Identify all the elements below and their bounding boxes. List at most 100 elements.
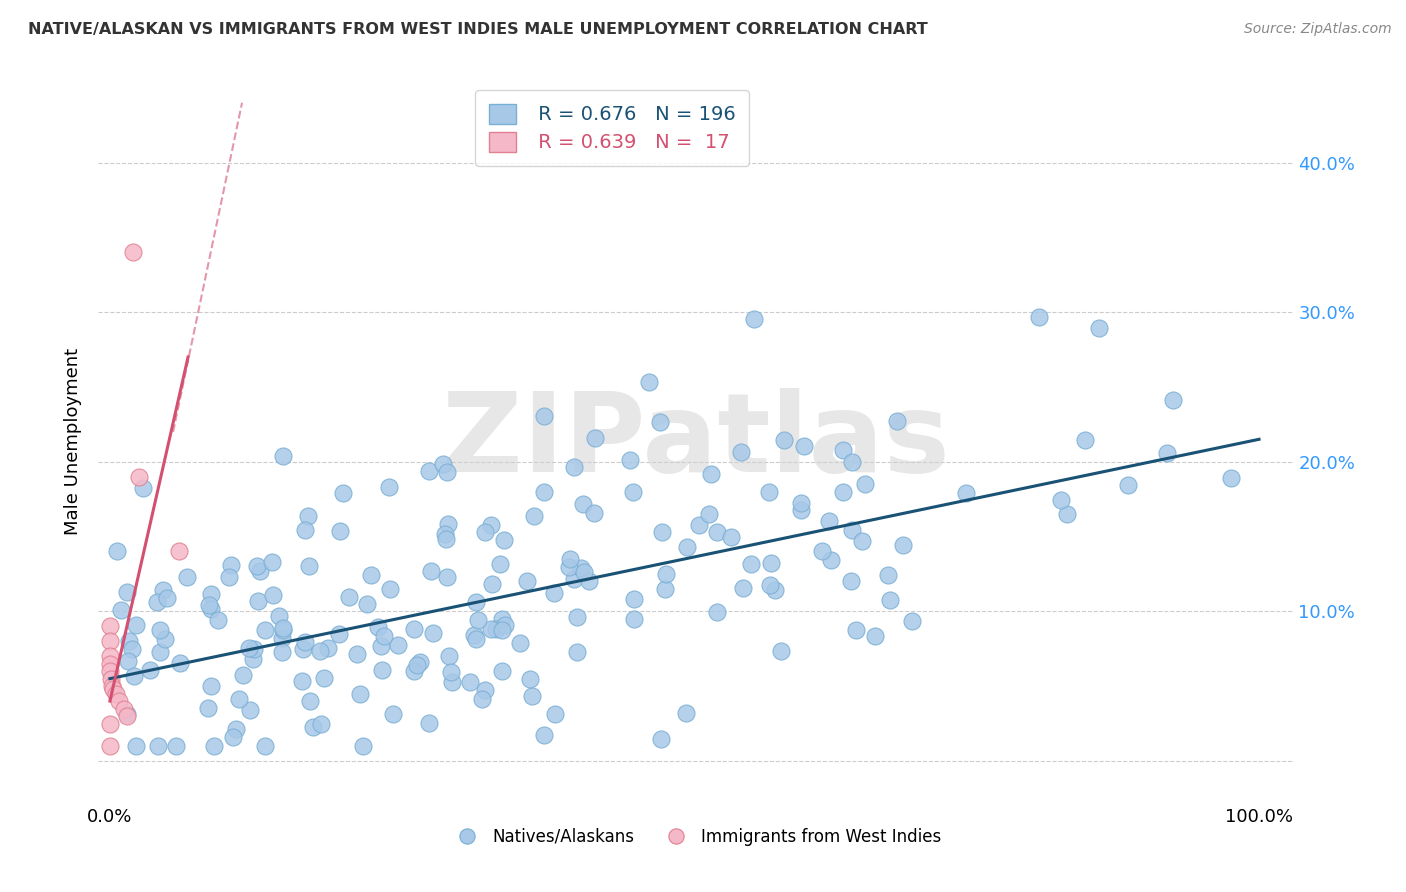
Text: Source: ZipAtlas.com: Source: ZipAtlas.com [1244,22,1392,37]
Point [474,524,496,539]
Point [207,613,229,627]
Point [1161,392,1184,407]
Point [146,739,169,753]
Point [1028,310,1050,325]
Point [232,667,254,681]
Point [1220,471,1243,485]
Point [98,664,121,678]
Point [621,484,644,499]
Point [433,527,456,541]
Point [436,570,458,584]
Point [153,632,176,646]
Point [406,658,429,673]
Point [202,739,225,753]
Point [720,530,742,544]
Point [328,627,350,641]
Point [651,525,673,540]
Point [434,532,457,546]
Point [200,587,222,601]
Point [638,375,661,389]
Point [132,481,155,495]
Point [200,601,222,615]
Point [121,641,143,656]
Point [851,534,873,549]
Point [312,672,335,686]
Point [117,654,139,668]
Point [465,595,488,609]
Point [238,641,260,656]
Point [247,594,270,608]
Point [583,431,606,445]
Text: ZIPatlas: ZIPatlas [441,388,950,495]
Point [128,469,150,483]
Point [863,629,886,643]
Point [793,439,815,453]
Point [100,672,122,686]
Text: NATIVE/ALASKAN VS IMMIGRANTS FROM WEST INDIES MALE UNEMPLOYMENT CORRELATION CHAR: NATIVE/ALASKAN VS IMMIGRANTS FROM WEST I… [28,22,928,37]
Point [267,608,290,623]
Point [122,245,145,260]
Point [440,665,463,679]
Point [409,655,432,669]
Point [377,480,399,494]
Point [290,674,312,689]
Point [228,692,250,706]
Point [219,558,242,573]
Point [463,628,485,642]
Point [262,555,284,569]
Point [479,622,502,636]
Point [901,614,924,628]
Point [565,610,588,624]
Point [176,570,198,584]
Point [270,645,292,659]
Point [839,574,862,588]
Point [441,674,464,689]
Point [294,635,316,649]
Point [790,496,813,510]
Point [820,553,842,567]
Point [519,673,541,687]
Point [533,409,555,423]
Point [567,645,589,659]
Point [1116,478,1139,492]
Point [253,623,276,637]
Point [578,574,600,588]
Point [1088,321,1111,335]
Point [481,577,503,591]
Point [654,566,676,581]
Point [891,538,914,552]
Point [270,631,292,645]
Point [697,507,720,521]
Point [790,503,813,517]
Point [387,638,409,652]
Point [491,664,513,678]
Point [523,509,546,524]
Point [623,592,645,607]
Point [853,477,876,491]
Point [309,717,332,731]
Point [352,739,374,753]
Point [200,679,222,693]
Point [332,486,354,500]
Point [485,622,508,636]
Point [818,514,841,528]
Point [98,649,121,664]
Point [763,583,786,598]
Point [349,687,371,701]
Point [706,525,728,540]
Point [700,467,723,482]
Point [465,632,488,646]
Point [437,648,460,663]
Point [98,657,121,671]
Point [156,591,179,606]
Point [329,524,352,538]
Point [149,645,172,659]
Point [458,675,481,690]
Point [562,459,585,474]
Point [544,707,567,722]
Point [731,581,754,595]
Point [271,623,294,637]
Point [382,706,405,721]
Point [302,719,325,733]
Point [271,621,294,635]
